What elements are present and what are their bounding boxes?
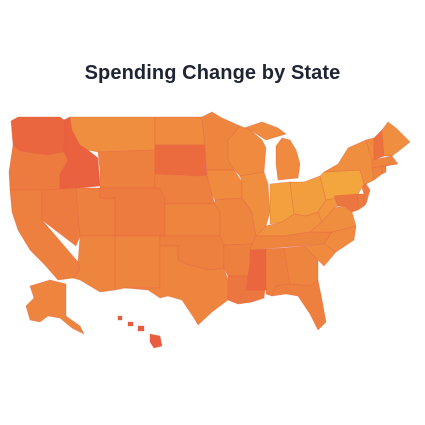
state-AK[interactable]: [25, 279, 85, 335]
state-NV[interactable]: [41, 187, 81, 247]
state-ME[interactable]: [381, 121, 411, 157]
state-AZ[interactable]: [72, 235, 116, 293]
state-NJ[interactable]: [361, 183, 371, 207]
state-KS[interactable]: [164, 203, 221, 237]
state-CT[interactable]: [371, 165, 383, 181]
state-NM[interactable]: [114, 235, 161, 291]
state-SD[interactable]: [154, 144, 208, 177]
state-MT[interactable]: [69, 116, 156, 153]
state-FL[interactable]: [271, 279, 327, 331]
map-title: Spending Change by State: [84, 62, 341, 84]
state-IA[interactable]: [206, 169, 243, 201]
state-MI[interactable]: [243, 121, 301, 181]
state-VT[interactable]: [365, 137, 375, 161]
state-RI[interactable]: [381, 165, 387, 175]
state-WY[interactable]: [97, 149, 156, 189]
state-WA[interactable]: [10, 116, 65, 156]
state-ND[interactable]: [154, 116, 206, 146]
state-SC[interactable]: [303, 243, 337, 267]
state-HI[interactable]: [117, 315, 163, 349]
state-AR[interactable]: [223, 243, 253, 277]
state-ID[interactable]: [59, 116, 101, 191]
state-TX[interactable]: [124, 245, 229, 326]
state-DE[interactable]: [357, 193, 365, 211]
state-NC[interactable]: [323, 225, 357, 253]
